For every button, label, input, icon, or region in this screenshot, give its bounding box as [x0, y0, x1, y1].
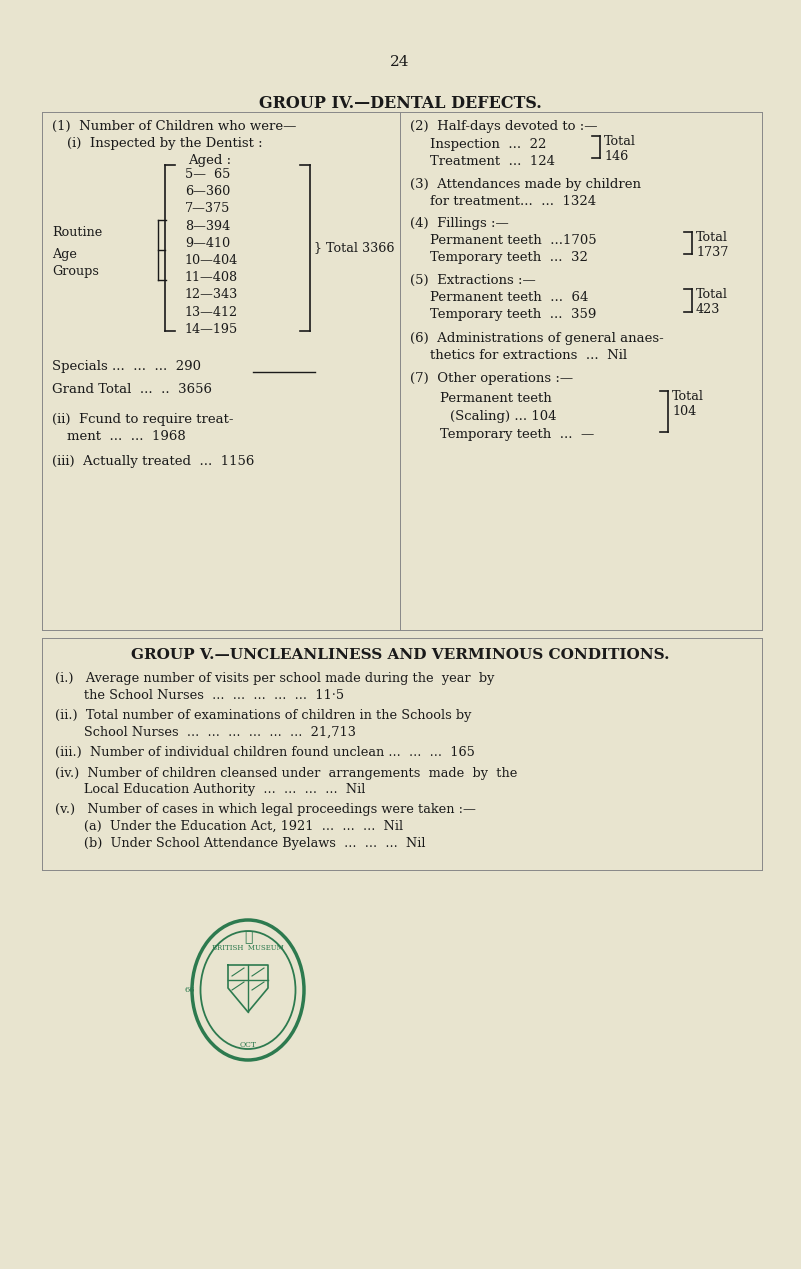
Text: (iv.)  Number of children cleansed under  arrangements  made  by  the: (iv.) Number of children cleansed under …: [55, 766, 517, 779]
Text: Total: Total: [604, 135, 636, 148]
Text: (ii.)  Total number of examinations of children in the Schools by: (ii.) Total number of examinations of ch…: [55, 709, 471, 722]
Text: 24: 24: [390, 55, 410, 69]
Text: Total: Total: [696, 288, 728, 301]
Text: 104: 104: [672, 405, 696, 418]
Text: 13—412: 13—412: [185, 306, 238, 319]
Text: 10—404: 10—404: [185, 254, 238, 266]
Text: Permanent teeth  ...  64: Permanent teeth ... 64: [430, 291, 589, 305]
Text: Aged :: Aged :: [188, 154, 231, 168]
Text: (6)  Administrations of general anaes-: (6) Administrations of general anaes-: [410, 332, 664, 345]
Text: Total: Total: [672, 390, 704, 404]
Text: School Nurses  ...  ...  ...  ...  ...  ...  21,713: School Nurses ... ... ... ... ... ... 21…: [55, 726, 356, 739]
Text: OCT: OCT: [239, 1041, 256, 1049]
Text: thetics for extractions  ...  Nil: thetics for extractions ... Nil: [430, 349, 627, 362]
Text: Temporary teeth  ...  32: Temporary teeth ... 32: [430, 251, 588, 264]
Text: Temporary teeth  ...  359: Temporary teeth ... 359: [430, 308, 597, 321]
Text: Groups: Groups: [52, 265, 99, 278]
Text: } Total 3366: } Total 3366: [314, 241, 395, 254]
Text: Permanent teeth  ...1705: Permanent teeth ...1705: [430, 233, 597, 247]
Text: for treatment...  ...  1324: for treatment... ... 1324: [430, 195, 596, 208]
Text: (1)  Number of Children who were—: (1) Number of Children who were—: [52, 121, 296, 133]
Text: Temporary teeth  ...  —: Temporary teeth ... —: [440, 428, 594, 442]
Text: Age: Age: [52, 247, 77, 261]
Text: (i)  Inspected by the Dentist :: (i) Inspected by the Dentist :: [67, 137, 263, 150]
Text: (i.)   Average number of visits per school made during the  year  by: (i.) Average number of visits per school…: [55, 673, 494, 685]
Text: 5—  65: 5— 65: [185, 168, 231, 181]
Text: Inspection  ...  22: Inspection ... 22: [430, 138, 546, 151]
Text: 423: 423: [696, 303, 720, 316]
Text: (5)  Extractions :—: (5) Extractions :—: [410, 274, 536, 287]
Text: Treatment  ...  124: Treatment ... 124: [430, 155, 555, 168]
Text: Specials ...  ...  ...  290: Specials ... ... ... 290: [52, 360, 201, 373]
Text: 1737: 1737: [696, 246, 728, 259]
Text: GROUP IV.—DENTAL DEFECTS.: GROUP IV.—DENTAL DEFECTS.: [259, 95, 541, 112]
Text: (iii)  Actually treated  ...  1156: (iii) Actually treated ... 1156: [52, 456, 255, 468]
Text: Grand Total  ...  ..  3656: Grand Total ... .. 3656: [52, 383, 212, 396]
Text: (3)  Attendances made by children: (3) Attendances made by children: [410, 178, 641, 192]
Text: (a)  Under the Education Act, 1921  ...  ...  ...  Nil: (a) Under the Education Act, 1921 ... ..…: [55, 820, 403, 832]
Text: 14—195: 14—195: [185, 322, 238, 336]
Text: (7)  Other operations :—: (7) Other operations :—: [410, 372, 574, 385]
Text: GROUP V.—UNCLEANLINESS AND VERMINOUS CONDITIONS.: GROUP V.—UNCLEANLINESS AND VERMINOUS CON…: [131, 648, 670, 662]
Text: Total: Total: [696, 231, 728, 244]
Text: (2)  Half-days devoted to :—: (2) Half-days devoted to :—: [410, 121, 598, 133]
Text: (iii.)  Number of individual children found unclean ...  ...  ...  165: (iii.) Number of individual children fou…: [55, 746, 475, 759]
Text: 66: 66: [185, 986, 195, 994]
Text: 7—375: 7—375: [185, 202, 231, 216]
Text: 6—360: 6—360: [185, 185, 230, 198]
Text: BRITISH  MUSEUM: BRITISH MUSEUM: [212, 944, 284, 952]
Text: 12—343: 12—343: [185, 288, 238, 302]
Text: Permanent teeth: Permanent teeth: [440, 392, 552, 405]
Text: ♔: ♔: [244, 930, 252, 944]
Text: (Scaling) ... 104: (Scaling) ... 104: [450, 410, 557, 423]
Text: Routine: Routine: [52, 226, 103, 239]
Text: (ii)  Fcund to require treat-: (ii) Fcund to require treat-: [52, 412, 234, 426]
Text: 146: 146: [604, 150, 628, 162]
Text: 11—408: 11—408: [185, 272, 238, 284]
Text: Local Education Authority  ...  ...  ...  ...  Nil: Local Education Authority ... ... ... ..…: [55, 783, 365, 796]
Text: (4)  Fillings :—: (4) Fillings :—: [410, 217, 509, 230]
Text: (v.)   Number of cases in which legal proceedings were taken :—: (v.) Number of cases in which legal proc…: [55, 803, 476, 816]
Text: 9—410: 9—410: [185, 237, 230, 250]
Text: ment  ...  ...  1968: ment ... ... 1968: [67, 430, 186, 443]
Text: the School Nurses  ...  ...  ...  ...  ...  11·5: the School Nurses ... ... ... ... ... 11…: [55, 689, 344, 702]
Text: (b)  Under School Attendance Byelaws  ...  ...  ...  Nil: (b) Under School Attendance Byelaws ... …: [55, 836, 425, 849]
Text: 8—394: 8—394: [185, 220, 230, 232]
